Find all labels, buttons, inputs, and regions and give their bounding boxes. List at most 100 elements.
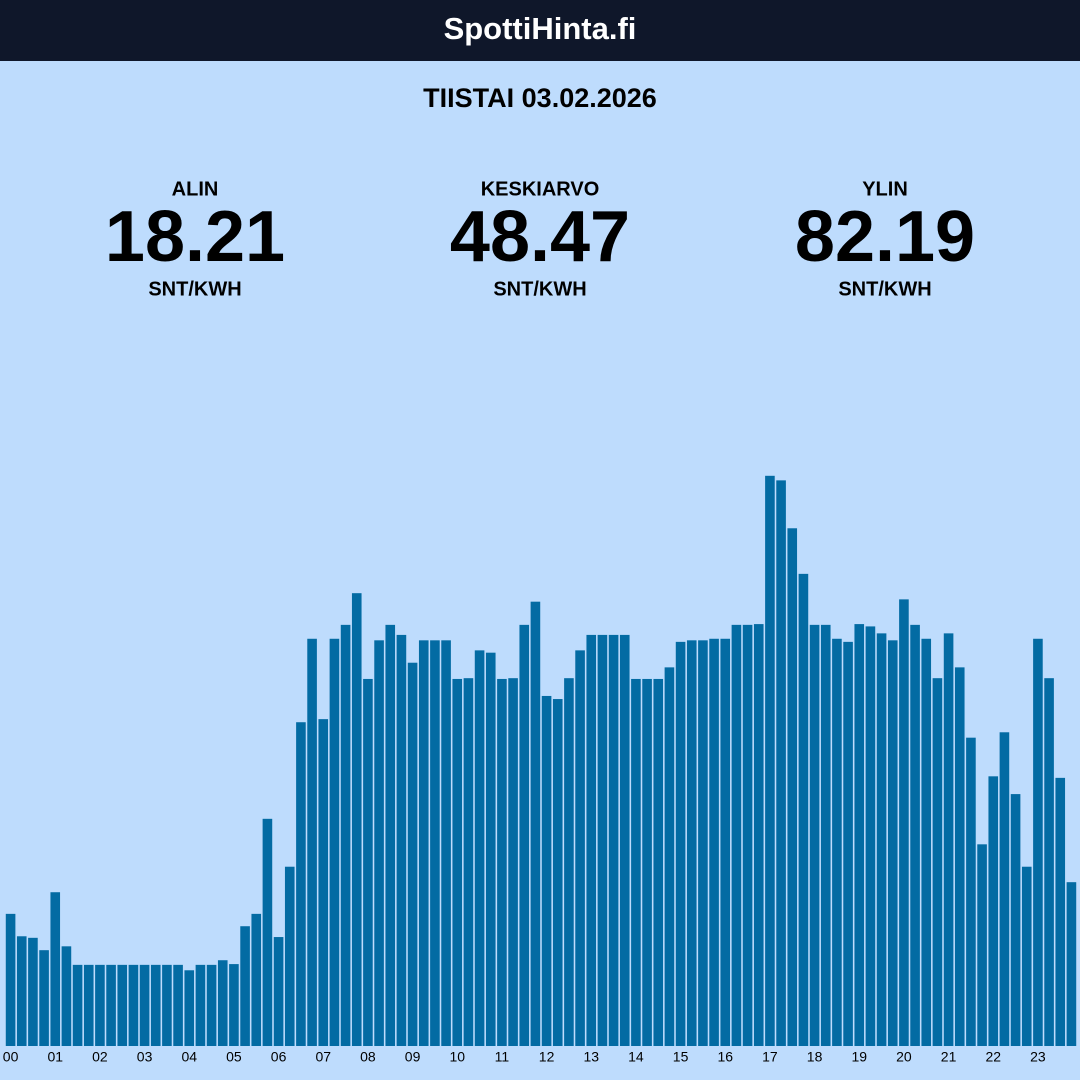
- x-tick-label: 07: [315, 1049, 331, 1065]
- bar: [28, 937, 38, 1046]
- bar: [820, 624, 831, 1046]
- bar: [95, 964, 105, 1046]
- bar: [932, 678, 943, 1046]
- bar: [675, 641, 686, 1046]
- stat-label: ALIN: [172, 178, 219, 200]
- bar: [16, 936, 27, 1046]
- bar: [441, 640, 451, 1046]
- bar: [642, 678, 652, 1046]
- x-tick-label: 16: [717, 1049, 733, 1065]
- bar: [5, 913, 16, 1046]
- bar: [407, 662, 418, 1046]
- bar: [251, 913, 262, 1046]
- stat-value: 18.21: [105, 197, 285, 277]
- x-tick-label: 00: [3, 1049, 19, 1065]
- bar: [206, 964, 217, 1046]
- x-tick-label: 19: [851, 1049, 867, 1065]
- bar: [887, 640, 898, 1046]
- bar: [608, 634, 619, 1046]
- stat-unit: SNT/KWH: [838, 278, 931, 300]
- bar: [597, 634, 608, 1046]
- stat-label: YLIN: [862, 178, 908, 200]
- bar: [519, 624, 530, 1046]
- bar: [39, 950, 49, 1046]
- bar: [798, 573, 809, 1046]
- bar: [910, 624, 920, 1046]
- bar: [809, 624, 820, 1046]
- x-tick-label: 15: [673, 1049, 689, 1065]
- bar: [552, 699, 563, 1046]
- bar: [217, 960, 228, 1046]
- bar: [720, 638, 731, 1046]
- stat-value: 48.47: [450, 197, 630, 277]
- bar: [631, 678, 641, 1046]
- bar: [508, 678, 518, 1046]
- x-tick-label: 20: [896, 1049, 912, 1065]
- bar: [731, 624, 742, 1046]
- bar: [497, 678, 507, 1046]
- x-tick-label: 12: [539, 1049, 555, 1065]
- bar: [966, 737, 976, 1046]
- bar: [709, 638, 719, 1046]
- bar: [832, 638, 842, 1046]
- bar: [954, 667, 965, 1046]
- site-title: SpottiHinta.fi: [444, 11, 637, 46]
- bar: [50, 892, 61, 1046]
- bar: [162, 964, 172, 1046]
- bar: [943, 633, 954, 1046]
- bar: [988, 776, 999, 1046]
- bar: [787, 528, 798, 1046]
- x-tick-label: 03: [137, 1049, 153, 1065]
- bar: [61, 946, 72, 1046]
- bar: [418, 640, 429, 1046]
- bar: [351, 593, 362, 1046]
- bar: [307, 638, 317, 1046]
- date-title: TIISTAI 03.02.2026: [423, 83, 657, 113]
- x-tick-label: 08: [360, 1049, 376, 1065]
- bar: [485, 652, 496, 1046]
- x-tick-label: 23: [1030, 1049, 1046, 1065]
- bar: [240, 926, 250, 1046]
- bar: [430, 640, 440, 1046]
- x-tick-label: 14: [628, 1049, 644, 1065]
- bar: [385, 624, 396, 1046]
- bar: [463, 678, 474, 1046]
- x-tick-label: 10: [449, 1049, 465, 1065]
- bar: [83, 964, 94, 1046]
- bar: [374, 640, 384, 1046]
- bar: [530, 601, 541, 1046]
- x-tick-label: 04: [181, 1049, 197, 1065]
- stat-value: 82.19: [795, 197, 975, 277]
- bar: [128, 964, 139, 1046]
- bar: [1044, 678, 1054, 1046]
- bar: [698, 640, 708, 1046]
- x-tick-label: 02: [92, 1049, 108, 1065]
- bar: [184, 970, 195, 1046]
- x-tick-label: 18: [807, 1049, 823, 1065]
- bar: [1021, 866, 1032, 1046]
- x-tick-label: 01: [47, 1049, 63, 1065]
- bar: [296, 722, 306, 1046]
- bar: [899, 599, 909, 1046]
- bar: [1033, 638, 1043, 1046]
- x-tick-label: 13: [583, 1049, 599, 1065]
- bar: [686, 640, 697, 1046]
- bar: [999, 732, 1010, 1046]
- bar: [564, 678, 574, 1046]
- bar: [340, 624, 351, 1046]
- bar: [753, 624, 764, 1046]
- x-tick-label: 05: [226, 1049, 242, 1065]
- bar: [363, 678, 373, 1046]
- bar: [619, 634, 630, 1046]
- bar: [977, 844, 987, 1046]
- bar: [664, 667, 675, 1046]
- stat-label: KESKIARVO: [481, 178, 600, 200]
- x-tick-label: 21: [941, 1049, 957, 1065]
- bar: [1055, 777, 1066, 1046]
- bar: [229, 964, 239, 1046]
- bar: [474, 650, 485, 1046]
- x-tick-label: 06: [271, 1049, 287, 1065]
- bar: [195, 964, 206, 1046]
